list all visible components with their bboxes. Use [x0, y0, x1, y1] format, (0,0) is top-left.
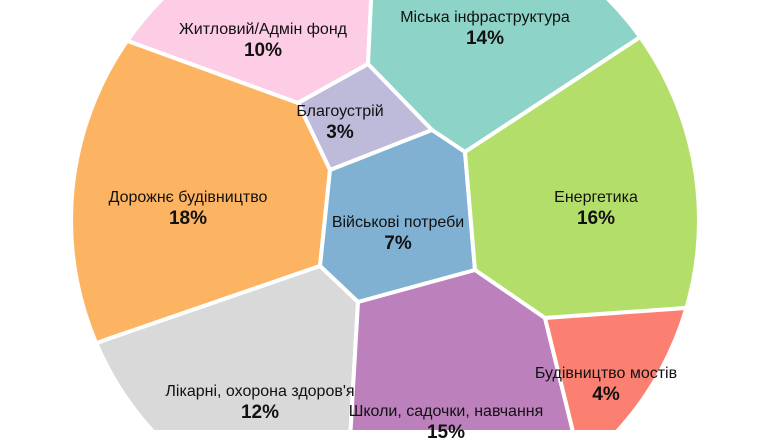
cell-label: Лікарні, охорона здоров'я 12% [165, 382, 354, 425]
cell-value: 14% [465, 28, 505, 49]
cell-name: Лікарні, охорона здоров'я [165, 383, 355, 400]
cell-label: Міська інфраструктура 14% [400, 8, 570, 51]
cell-value: 3% [326, 122, 354, 143]
cell-label: Дорожнє будівництво 18% [109, 188, 268, 231]
cell-label: Будівництво мостів 4% [535, 364, 677, 407]
cell-value: 18% [168, 208, 208, 229]
cell-name: Школи, садочки, навчання [348, 403, 544, 420]
cell-value: 7% [384, 233, 412, 254]
cell-label: Житловий/Адмін фонд 10% [179, 20, 347, 63]
cell-name: Міська інфраструктура [400, 9, 570, 26]
cell-name: Дорожнє будівництво [108, 189, 268, 206]
cell-name: Енергетика [554, 189, 638, 206]
cell-name: Житловий/Адмін фонд [179, 21, 347, 38]
cell-label: Школи, садочки, навчання 15% [349, 402, 544, 445]
cell-name: Благоустрій [296, 103, 384, 120]
cell-value: 16% [576, 208, 616, 229]
cell-8 [543, 298, 697, 430]
voronoi-chart [73, 0, 697, 430]
cell-value: 10% [243, 40, 283, 61]
cell-label: Енергетика 16% [554, 188, 638, 231]
cell-label: Військові потреби 7% [332, 213, 464, 256]
cell-value: 12% [240, 402, 280, 423]
cell-value: 15% [426, 422, 466, 443]
cell-name: Військові потреби [331, 214, 465, 231]
cell-label: Благоустрій 3% [296, 102, 383, 145]
cell-name: Будівництво мостів [534, 365, 678, 382]
cell-value: 4% [592, 384, 620, 405]
